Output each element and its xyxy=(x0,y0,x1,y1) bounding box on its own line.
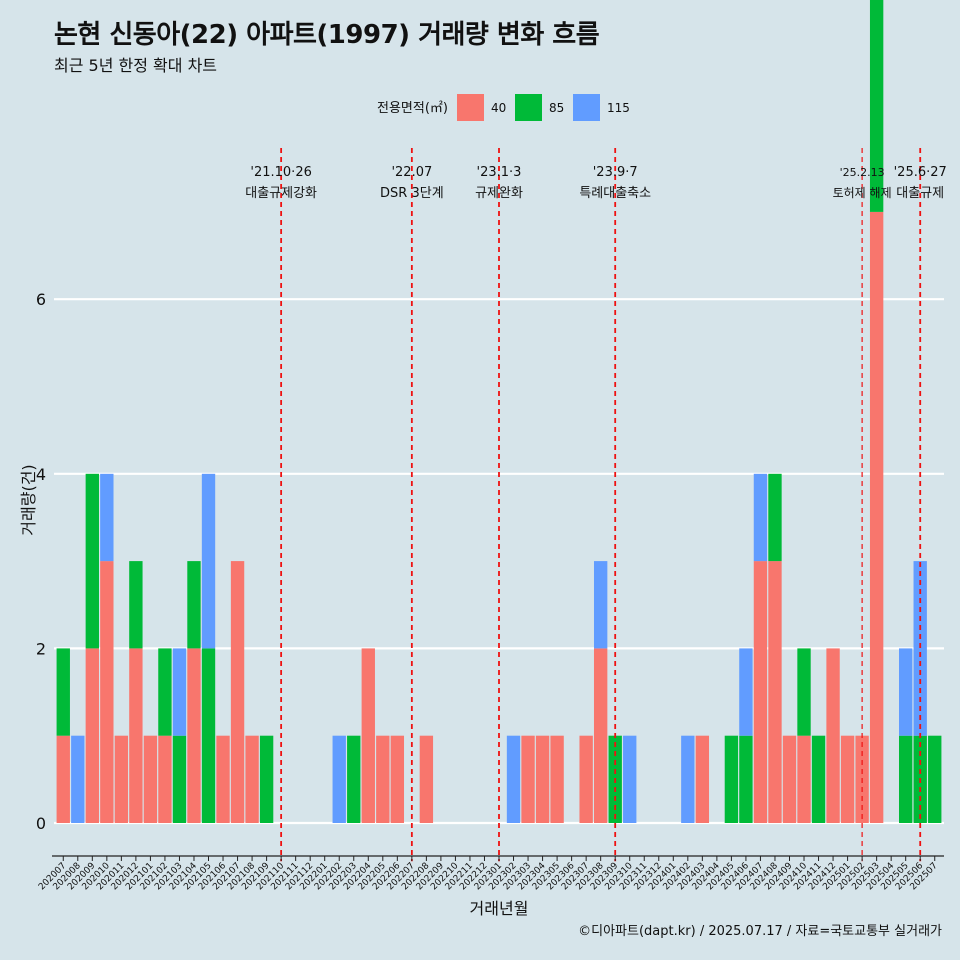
bar-40-202102 xyxy=(158,735,172,823)
bar-85-202503 xyxy=(869,0,884,212)
bar-85-202105 xyxy=(201,648,216,823)
chart-subtitle: 최근 5년 한정 확대 차트 xyxy=(54,56,218,75)
bar-40-202108 xyxy=(245,735,259,823)
bar-40-202101 xyxy=(143,735,158,823)
y-tick-label: 2 xyxy=(36,639,46,658)
bar-40-202009 xyxy=(85,648,99,823)
bar-85-202507 xyxy=(928,735,942,823)
bar-40-202205 xyxy=(376,735,390,823)
bar-115-202407 xyxy=(753,473,768,562)
event-date-label: '23.1·3 xyxy=(477,165,522,180)
bar-115-202402 xyxy=(681,735,695,823)
bar-115-202105 xyxy=(201,473,216,649)
bar-85-202012 xyxy=(129,561,143,649)
bar-40-202407 xyxy=(753,561,768,823)
bar-40-202412 xyxy=(826,648,840,823)
event-label: 대출규제 xyxy=(896,186,944,201)
chart-title: 논현 신동아(22) 아파트(1997) 거래량 변화 흐름 xyxy=(54,20,600,50)
bar-115-202406 xyxy=(739,648,753,736)
bar-85-202406 xyxy=(739,735,753,823)
legend-swatch-115 xyxy=(573,94,600,121)
bar-40-202012 xyxy=(129,648,143,823)
event-label: 토허제 해제 xyxy=(833,186,892,200)
bar-40-202403 xyxy=(695,735,710,823)
legend-label-40: 40 xyxy=(491,101,506,115)
y-tick-label: 0 xyxy=(36,814,46,833)
bar-85-202109 xyxy=(259,735,274,823)
bar-40-202206 xyxy=(390,735,405,823)
bar-40-202304 xyxy=(535,735,550,823)
bar-85-202408 xyxy=(768,473,782,562)
legend-label-115: 115 xyxy=(607,101,630,115)
event-label: 대출규제강화 xyxy=(245,186,317,201)
bar-85-202505 xyxy=(899,735,913,823)
event-lines: '21.10·26 대출규제강화 '22.07 DSR 3단계 '23.1·3 규제완화 '… xyxy=(245,148,947,862)
bars xyxy=(56,0,942,823)
bar-40-202409 xyxy=(782,735,797,823)
y-tick-label: 6 xyxy=(36,290,46,309)
bar-85-202411 xyxy=(811,735,826,823)
bar-115-202202 xyxy=(332,735,346,823)
legend-label-85: 85 xyxy=(549,101,564,115)
bar-85-202007 xyxy=(56,648,70,736)
bar-85-202410 xyxy=(797,648,811,736)
bar-40-202303 xyxy=(521,735,535,823)
bar-115-202008 xyxy=(71,735,85,823)
event-date-label: '23.9·7 xyxy=(593,165,638,180)
legend: 전용면적(㎡) 40 85 115 xyxy=(377,94,630,121)
event-date-label: '22.07 xyxy=(391,165,432,180)
legend-swatch-40 xyxy=(457,94,484,121)
legend-title: 전용면적(㎡) xyxy=(377,101,448,116)
event-label: 특례대출축소 xyxy=(579,186,651,201)
chart-caption: ©디아파트(dapt.kr) / 2025.07.17 / 자료=국토교통부 실… xyxy=(578,924,942,939)
bar-115-202310 xyxy=(623,735,637,823)
event-date-label: '25.6·27 xyxy=(894,165,947,180)
bar-40-202106 xyxy=(216,735,230,823)
bar-115-202302 xyxy=(506,735,521,823)
legend-swatch-85 xyxy=(515,94,542,121)
bar-85-202104 xyxy=(187,561,201,649)
bar-85-202103 xyxy=(172,735,187,823)
bar-85-202203 xyxy=(347,735,361,823)
bar-40-202104 xyxy=(187,648,201,823)
bar-115-202506 xyxy=(913,561,927,736)
event-date-label: '25.2.13 xyxy=(840,166,885,179)
bar-40-202007 xyxy=(56,735,70,823)
y-axis-title: 거래량(건) xyxy=(19,464,38,535)
event-date-label: '21.10·26 xyxy=(250,165,311,180)
bar-40-202408 xyxy=(768,561,782,823)
bar-40-202308 xyxy=(593,648,608,823)
bar-40-202208 xyxy=(419,735,434,823)
bar-40-202503 xyxy=(869,211,884,823)
event-label: 규제완화 xyxy=(475,186,523,201)
bar-85-202009 xyxy=(85,473,99,649)
bar-40-202410 xyxy=(797,735,811,823)
bar-115-202010 xyxy=(100,473,114,562)
event-label: DSR 3단계 xyxy=(380,186,444,201)
bar-40-202011 xyxy=(114,735,129,823)
bar-115-202308 xyxy=(593,561,608,649)
bar-40-202010 xyxy=(100,561,114,823)
bar-40-202305 xyxy=(550,735,564,823)
x-axis-title: 거래년월 xyxy=(470,899,529,918)
bar-40-202501 xyxy=(840,735,855,823)
bar-40-202204 xyxy=(361,648,375,823)
bar-115-202103 xyxy=(172,648,187,736)
bar-115-202505 xyxy=(899,648,913,736)
y-tick-label: 4 xyxy=(36,465,46,484)
bar-40-202307 xyxy=(579,735,593,823)
bar-85-202102 xyxy=(158,648,172,736)
bar-85-202405 xyxy=(724,735,739,823)
bar-40-202107 xyxy=(230,561,245,823)
